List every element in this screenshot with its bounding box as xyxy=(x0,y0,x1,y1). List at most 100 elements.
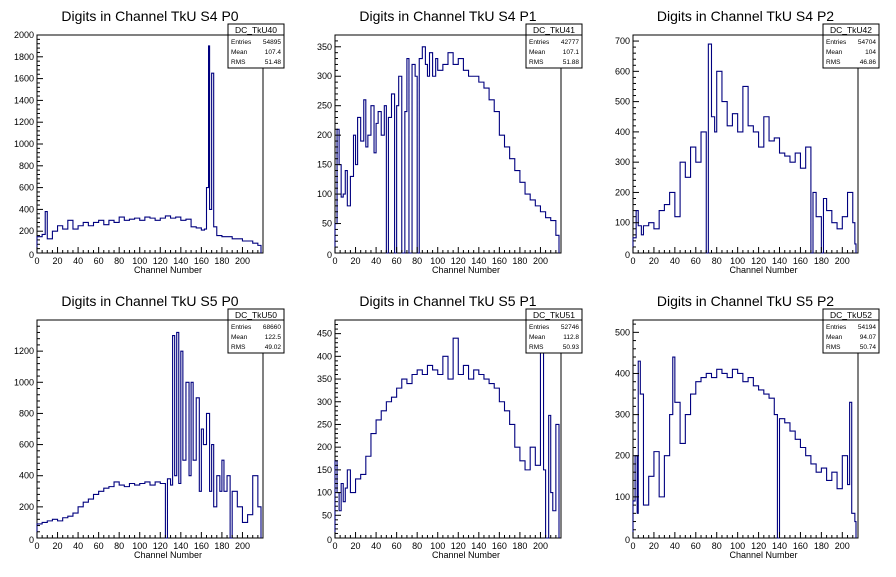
x-tick-label: 160 xyxy=(793,541,808,551)
y-tick-label: 400 xyxy=(19,471,34,481)
y-tick-label: 150 xyxy=(317,160,332,170)
x-tick-label: 80 xyxy=(114,541,124,551)
stats-value-entries: 52746 xyxy=(561,324,579,331)
x-tick-label: 0 xyxy=(34,541,39,551)
histogram-series xyxy=(36,331,262,539)
x-axis-label: Channel Number xyxy=(432,265,500,275)
stats-box: DC_TkU41 Entries 42777 Mean 107.1 RMS 51.88 xyxy=(525,23,583,69)
y-tick-label: 600 xyxy=(615,66,630,76)
stats-box: DC_TkU50 Entries 68660 Mean 122.5 RMS 49.02 xyxy=(227,308,285,354)
y-origin-label: 0 xyxy=(327,250,332,260)
y-tick-label: 250 xyxy=(317,419,332,429)
stats-value-rms: 51.88 xyxy=(563,59,580,66)
stats-box: DC_TkU42 Entries 54704 Mean 104 RMS 46.86 xyxy=(822,23,880,69)
y-tick-label: 200 xyxy=(19,502,34,512)
x-tick-label: 200 xyxy=(533,541,548,551)
stats-box-frame xyxy=(525,23,583,69)
y-tick-label: 200 xyxy=(317,130,332,140)
x-tick-label: 200 xyxy=(835,256,850,266)
panel-2: Digits in Channel TkU S4 P1 0 20 40 60 80 100 1… xyxy=(317,8,583,275)
x-tick-label: 120 xyxy=(451,256,466,266)
y-tick-label: 300 xyxy=(615,410,630,420)
stats-box-frame xyxy=(227,308,285,354)
panel-3: Digits in Channel TkU S4 P2 0 20 40 60 80 100 1… xyxy=(615,8,880,275)
chart-title: Digits in Channel TkU S5 P1 xyxy=(359,293,536,309)
stats-value-entries: 42777 xyxy=(561,39,579,46)
x-tick-label: 120 xyxy=(153,541,168,551)
x-tick-label: 40 xyxy=(371,541,381,551)
y-tick-label: 1400 xyxy=(14,95,34,105)
y-tick-label: 200 xyxy=(19,226,34,236)
x-tick-label: 60 xyxy=(94,256,104,266)
x-tick-label: 100 xyxy=(730,541,745,551)
histogram-series xyxy=(334,46,560,254)
x-tick-label: 120 xyxy=(751,256,766,266)
stats-name: DC_TkU40 xyxy=(235,25,277,35)
x-tick-label: 120 xyxy=(153,256,168,266)
y-tick-label: 700 xyxy=(615,36,630,46)
stats-value-mean: 104 xyxy=(865,49,876,56)
histogram-series xyxy=(36,45,262,253)
x-tick-label: 200 xyxy=(533,256,548,266)
x-tick-label: 140 xyxy=(471,256,486,266)
y-tick-label: 1800 xyxy=(14,52,34,62)
stats-value-mean: 112.8 xyxy=(563,334,579,341)
x-tick-label: 40 xyxy=(73,541,83,551)
x-tick-label: 80 xyxy=(712,256,722,266)
y-tick-label: 400 xyxy=(615,368,630,378)
chart-title: Digits in Channel TkU S4 P1 xyxy=(359,8,536,24)
y-tick-label: 50 xyxy=(322,510,332,520)
y-tick-label: 200 xyxy=(615,451,630,461)
y-tick-label: 300 xyxy=(317,71,332,81)
stats-value-entries: 54194 xyxy=(858,324,876,331)
stats-value-mean: 94.07 xyxy=(860,334,877,341)
stats-label-rms: RMS xyxy=(529,59,544,66)
stats-value-mean: 107.4 xyxy=(265,49,282,56)
stats-name: DC_TkU51 xyxy=(533,310,575,320)
x-tick-label: 180 xyxy=(814,256,829,266)
x-tick-label: 80 xyxy=(412,541,422,551)
x-tick-label: 0 xyxy=(630,541,635,551)
x-tick-label: 60 xyxy=(392,541,402,551)
x-tick-label: 60 xyxy=(392,256,402,266)
x-tick-label: 200 xyxy=(235,541,250,551)
stats-value-mean: 107.1 xyxy=(563,49,580,56)
x-tick-label: 200 xyxy=(835,541,850,551)
x-tick-label: 0 xyxy=(34,256,39,266)
y-tick-label: 400 xyxy=(615,127,630,137)
panel-4: Digits in Channel TkU S5 P0 0 20 40 60 80 100 1… xyxy=(14,293,285,560)
y-tick-label: 400 xyxy=(317,351,332,361)
x-tick-label: 200 xyxy=(235,256,250,266)
x-tick-label: 40 xyxy=(73,256,83,266)
stats-label-entries: Entries xyxy=(826,39,847,46)
y-tick-label: 1600 xyxy=(14,74,34,84)
chart-title: Digits in Channel TkU S4 P0 xyxy=(61,8,238,24)
x-tick-label: 0 xyxy=(630,256,635,266)
stats-box-frame xyxy=(525,308,583,354)
y-tick-label: 1200 xyxy=(14,117,34,127)
x-tick-label: 20 xyxy=(351,541,361,551)
x-tick-label: 80 xyxy=(412,256,422,266)
x-tick-label: 100 xyxy=(430,541,445,551)
x-tick-label: 40 xyxy=(670,256,680,266)
stats-label-rms: RMS xyxy=(231,59,246,66)
x-tick-label: 80 xyxy=(114,256,124,266)
y-tick-label: 500 xyxy=(615,327,630,337)
stats-label-entries: Entries xyxy=(231,324,252,331)
stats-name: DC_TkU52 xyxy=(830,310,872,320)
panel-5: Digits in Channel TkU S5 P1 0 20 40 60 80 100 1… xyxy=(317,293,583,560)
y-tick-label: 300 xyxy=(317,397,332,407)
x-tick-label: 120 xyxy=(451,541,466,551)
x-tick-label: 140 xyxy=(772,256,787,266)
stats-label-entries: Entries xyxy=(231,39,252,46)
y-tick-label: 100 xyxy=(317,189,332,199)
x-tick-label: 120 xyxy=(751,541,766,551)
stats-label-mean: Mean xyxy=(826,334,843,341)
histogram-series xyxy=(334,337,560,539)
histogram-series xyxy=(632,43,857,254)
x-tick-label: 160 xyxy=(492,256,507,266)
x-tick-label: 0 xyxy=(332,541,337,551)
x-tick-label: 20 xyxy=(649,541,659,551)
panel-1: Digits in Channel TkU S4 P0 0 20 40 60 80 100 1… xyxy=(14,8,285,275)
